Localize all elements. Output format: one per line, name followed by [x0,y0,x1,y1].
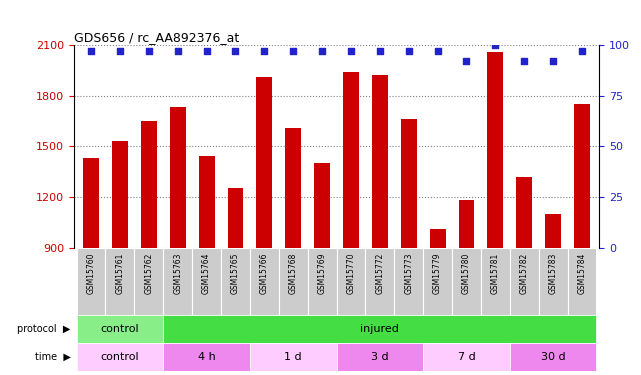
Text: GSM15764: GSM15764 [202,253,211,294]
Point [375,48,385,54]
Point [172,48,183,54]
Bar [458,200,474,248]
Bar [199,156,215,248]
Text: GSM15765: GSM15765 [231,253,240,294]
Bar [429,229,445,248]
Bar [77,248,106,315]
Text: 3 d: 3 d [371,352,388,362]
Text: GSM15783: GSM15783 [549,253,558,294]
Bar [401,119,417,248]
Text: GSM15768: GSM15768 [288,253,297,294]
Bar [394,248,423,315]
Text: GSM15780: GSM15780 [462,253,471,294]
Bar [112,141,128,248]
Point [519,58,529,64]
Bar [83,158,99,248]
Bar [314,163,330,248]
Text: GSM15782: GSM15782 [520,253,529,294]
Text: GSM15762: GSM15762 [144,253,153,294]
Bar [516,177,532,248]
Bar [510,248,538,315]
Text: GSM15763: GSM15763 [173,253,182,294]
Bar [221,248,250,315]
Text: protocol  ▶: protocol ▶ [17,324,71,334]
Bar [279,248,308,315]
Point [577,48,587,54]
Point [317,48,327,54]
Point [288,48,298,54]
Text: GSM15784: GSM15784 [578,253,587,294]
Text: control: control [101,324,139,334]
Text: GSM15772: GSM15772 [376,253,385,294]
Point [404,48,414,54]
Point [201,48,212,54]
Text: GSM15779: GSM15779 [433,253,442,294]
Bar [452,248,481,315]
Bar [343,72,359,248]
Point [115,48,125,54]
Text: 7 d: 7 d [458,352,476,362]
Bar [567,248,596,315]
Bar [372,75,388,248]
Bar [487,52,503,248]
Text: GSM15770: GSM15770 [347,253,356,294]
Point [230,48,240,54]
Bar [77,315,163,343]
Bar [285,128,301,248]
Bar [337,343,423,371]
Bar [250,248,279,315]
Bar [250,343,337,371]
Text: 4 h: 4 h [197,352,215,362]
Point [490,42,501,48]
Bar [365,248,394,315]
Point [346,48,356,54]
Bar [135,248,163,315]
Text: injured: injured [360,324,399,334]
Text: time  ▶: time ▶ [35,352,71,362]
Bar [77,343,163,371]
Point [433,48,443,54]
Bar [141,121,157,248]
Bar [481,248,510,315]
Point [86,48,96,54]
Text: 1 d: 1 d [285,352,302,362]
Bar [510,343,596,371]
Bar [192,248,221,315]
Bar [256,77,272,248]
Point [144,48,154,54]
Bar [545,214,561,248]
Bar [574,104,590,248]
Bar [170,107,186,248]
Point [259,48,269,54]
Text: GSM15760: GSM15760 [87,253,96,294]
Point [462,58,472,64]
Bar [423,248,452,315]
Bar [163,315,596,343]
Text: GSM15766: GSM15766 [260,253,269,294]
Point [548,58,558,64]
Bar [423,343,510,371]
Bar [163,248,192,315]
Text: 30 d: 30 d [541,352,565,362]
Bar [106,248,135,315]
Text: GDS656 / rc_AA892376_at: GDS656 / rc_AA892376_at [74,31,239,44]
Bar [228,188,244,248]
Bar [163,343,250,371]
Text: control: control [101,352,139,362]
Text: GSM15761: GSM15761 [115,253,124,294]
Bar [538,248,567,315]
Text: GSM15769: GSM15769 [317,253,326,294]
Bar [308,248,337,315]
Text: GSM15781: GSM15781 [491,253,500,294]
Text: GSM15773: GSM15773 [404,253,413,294]
Bar [337,248,365,315]
